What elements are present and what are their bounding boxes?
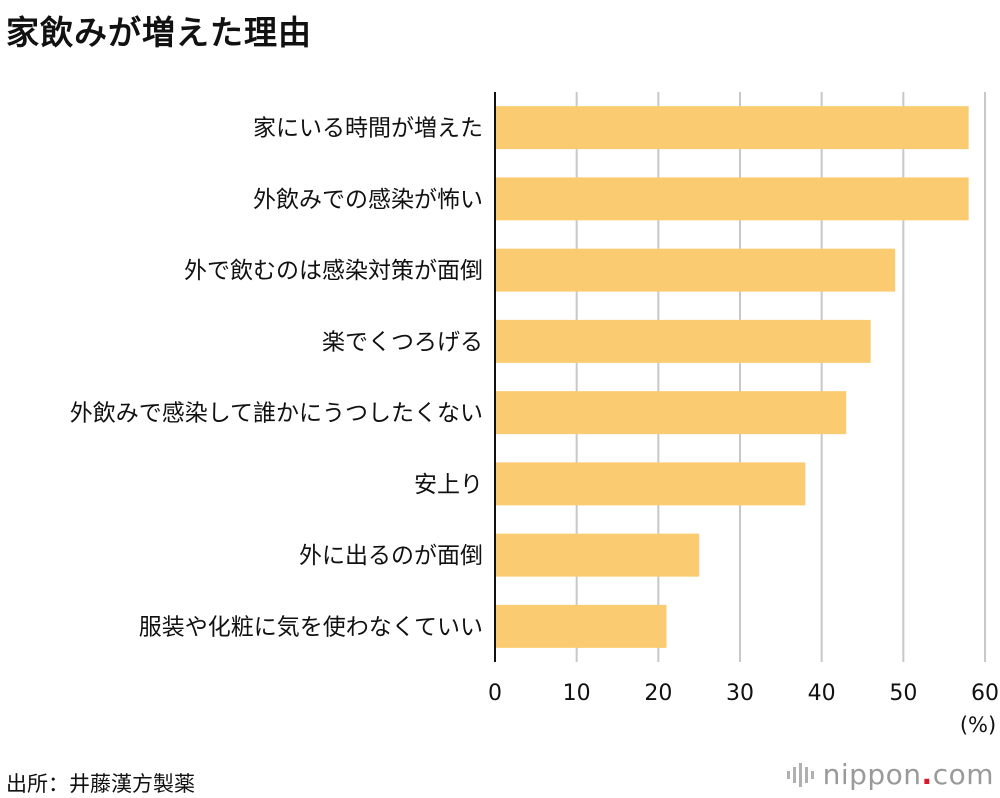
x-tick-label: 50 xyxy=(889,681,917,706)
category-label: 外に出るのが面倒 xyxy=(299,543,483,569)
unit-label: (%) xyxy=(960,713,996,737)
bar xyxy=(495,319,871,363)
brand-name: nippon.com xyxy=(823,758,994,791)
source-note: 出所：井藤漢方製薬 xyxy=(6,772,195,796)
brand-tld: com xyxy=(932,758,994,791)
category-label: 服装や化粧に気を使わなくていい xyxy=(139,614,483,640)
bars xyxy=(495,106,969,648)
bar xyxy=(495,106,969,150)
brand-dot: . xyxy=(921,758,933,791)
brand-logo: nippon.com xyxy=(786,758,994,791)
category-labels: 家にいる時間が増えた外飲みでの感染が怖い外で飲むのは感染対策が面倒楽でくつろげる… xyxy=(70,116,483,641)
bar xyxy=(495,604,667,648)
chart-title: 家飲みが増えた理由 xyxy=(6,13,312,52)
category-label: 安上り xyxy=(414,472,483,498)
x-tick-labels: 0 10 20 30 40 50 60 xyxy=(488,681,999,706)
x-tick-label: 40 xyxy=(808,681,836,706)
x-tick-label: 20 xyxy=(644,681,672,706)
bar xyxy=(495,391,847,435)
bar xyxy=(495,177,969,221)
brand-mark-icon xyxy=(786,762,814,787)
category-label: 外で飲むのは感染対策が面倒 xyxy=(184,258,483,284)
category-label: 楽でくつろげる xyxy=(322,329,483,355)
bar xyxy=(495,533,700,577)
x-tick-label: 0 xyxy=(488,681,502,706)
x-tick-label: 10 xyxy=(563,681,591,706)
x-tick-label: 30 xyxy=(726,681,754,706)
brand-name-text: nippon xyxy=(822,758,922,791)
category-label: 外飲みでの感染が怖い xyxy=(253,187,483,213)
bar xyxy=(495,462,806,506)
category-label: 家にいる時間が増えた xyxy=(253,116,483,142)
category-label: 外飲みで感染して誰かにうつしたくない xyxy=(70,401,483,427)
x-tick-label: 60 xyxy=(971,681,999,706)
bar xyxy=(495,248,896,292)
